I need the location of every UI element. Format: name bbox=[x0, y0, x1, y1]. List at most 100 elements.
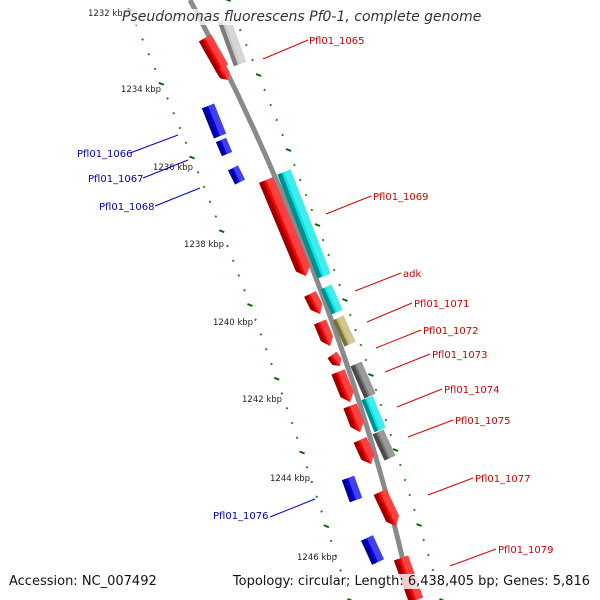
inner-tick bbox=[273, 376, 280, 381]
feature-cyan-large bbox=[277, 169, 331, 279]
kbp-label-1236: 1236 kbp bbox=[153, 163, 193, 173]
outer-tick bbox=[304, 193, 308, 197]
gene-label-pfl01-1072: Pfl01_1072 bbox=[423, 326, 479, 337]
outer-tick bbox=[379, 403, 383, 407]
outer-tick bbox=[398, 463, 402, 467]
inner-tick bbox=[141, 38, 144, 41]
inner-tick bbox=[299, 450, 305, 455]
outer-tick bbox=[416, 523, 422, 527]
leader-pfl01-1077 bbox=[427, 477, 474, 496]
gene-label-pfl01-1077: Pfl01_1077 bbox=[475, 474, 531, 485]
outer-tick bbox=[251, 58, 254, 62]
inner-tick bbox=[285, 406, 289, 410]
leader-pfl01-1071 bbox=[366, 302, 413, 323]
inner-tick-ring bbox=[127, 8, 353, 600]
leader-adk bbox=[354, 272, 402, 292]
features-layer bbox=[198, 17, 424, 600]
feature-cyan-adk bbox=[320, 284, 343, 315]
leader-pfl01-1076 bbox=[269, 498, 316, 518]
cds-blue-bottom bbox=[361, 535, 384, 565]
outer-tick bbox=[269, 103, 273, 107]
cds-pfl01-1074 bbox=[343, 403, 364, 432]
inner-tick bbox=[196, 170, 200, 174]
outer-tick bbox=[332, 268, 336, 272]
outer-tick bbox=[431, 568, 435, 572]
leader-pfl01-1074 bbox=[396, 388, 443, 408]
cds-pfl01-1071 bbox=[314, 319, 333, 346]
gene-label-pfl01-1074: Pfl01_1074 bbox=[444, 385, 500, 396]
leader-pfl01-1072 bbox=[375, 329, 422, 349]
genome-backbone bbox=[187, 0, 415, 600]
outer-tick bbox=[408, 493, 412, 497]
outer-tick bbox=[413, 508, 416, 512]
inner-tick bbox=[315, 495, 319, 499]
leader-pfl01-1067 bbox=[142, 159, 189, 179]
inner-tick bbox=[184, 141, 188, 145]
outer-tick bbox=[342, 298, 348, 302]
inner-tick bbox=[310, 480, 314, 484]
inner-tick bbox=[329, 539, 333, 543]
inner-tick bbox=[243, 288, 246, 292]
inner-tick bbox=[295, 436, 299, 440]
inner-tick bbox=[166, 97, 169, 100]
outer-tick bbox=[368, 373, 374, 377]
inner-tick bbox=[178, 126, 182, 130]
gene-label-pfl01-1068: Pfl01_1068 bbox=[99, 202, 155, 213]
gene-label-pfl01-1073: Pfl01_1073 bbox=[432, 350, 488, 361]
cds-pfl01-1073 bbox=[331, 369, 354, 402]
inner-tick bbox=[172, 111, 176, 115]
outer-tick bbox=[422, 538, 426, 542]
outer-tick bbox=[403, 478, 407, 482]
leader-pfl01-1069 bbox=[325, 195, 372, 215]
outer-tick bbox=[327, 253, 331, 257]
outer-tick bbox=[314, 223, 321, 227]
inner-tick bbox=[214, 215, 218, 218]
feature-olive bbox=[332, 315, 356, 347]
inner-tick bbox=[347, 598, 353, 600]
feature-cyan-1074 bbox=[361, 395, 386, 433]
cds-pfl01-1077 bbox=[373, 489, 399, 526]
inner-tick bbox=[254, 318, 257, 322]
gene-label-pfl01-1076: Pfl01_1076 bbox=[213, 511, 269, 522]
feature-gray-1075 bbox=[372, 429, 396, 461]
outer-tick bbox=[275, 118, 279, 122]
inner-tick bbox=[334, 554, 338, 558]
cds-pfl01-1068 bbox=[228, 165, 245, 185]
outer-tick bbox=[293, 163, 296, 167]
kbp-label-1242: 1242 kbp bbox=[242, 395, 282, 405]
outer-tick bbox=[384, 418, 388, 422]
label-leader-lines bbox=[129, 39, 497, 567]
leader-pfl01-1073 bbox=[384, 353, 431, 373]
outer-tick bbox=[255, 73, 262, 77]
genome-summary-text: Topology: circular; Length: 6,438,405 bp… bbox=[232, 574, 590, 589]
kbp-label-1240: 1240 kbp bbox=[213, 318, 253, 328]
outer-tick bbox=[298, 178, 302, 182]
inner-tick bbox=[147, 52, 151, 56]
leader-pfl01-1075 bbox=[407, 419, 454, 438]
inner-tick bbox=[339, 569, 342, 572]
cds-pfl01-1065-tail bbox=[215, 64, 230, 80]
outer-tick bbox=[389, 433, 393, 437]
outer-tick bbox=[392, 448, 399, 452]
outer-tick bbox=[426, 553, 430, 557]
cds-pfl01-1069 bbox=[259, 177, 310, 276]
outer-tick bbox=[285, 148, 292, 152]
inner-tick bbox=[247, 303, 253, 307]
leader-pfl01-1066 bbox=[129, 134, 179, 154]
kbp-axis-labels: 1232 kbp 1234 kbp 1236 kbp 1238 kbp 1240… bbox=[88, 9, 337, 563]
inner-tick bbox=[231, 259, 235, 263]
outer-tick bbox=[364, 358, 368, 362]
accession-text: Accession: NC_007492 bbox=[9, 574, 157, 589]
outer-tick bbox=[244, 43, 248, 47]
outer-tick bbox=[354, 328, 357, 332]
gene-label-adk: adk bbox=[403, 269, 421, 280]
cds-pfl01-1076 bbox=[341, 475, 363, 503]
leader-pfl01-1065 bbox=[262, 39, 309, 60]
inner-tick bbox=[270, 362, 273, 366]
outer-tick bbox=[338, 283, 342, 287]
feature-gray-1073 bbox=[350, 361, 376, 399]
cds-pfl01-1065 bbox=[198, 34, 229, 72]
map-title: Pseudomonas fluorescens Pf0-1, complete … bbox=[122, 9, 482, 25]
kbp-label-1232: 1232 kbp bbox=[88, 9, 128, 19]
